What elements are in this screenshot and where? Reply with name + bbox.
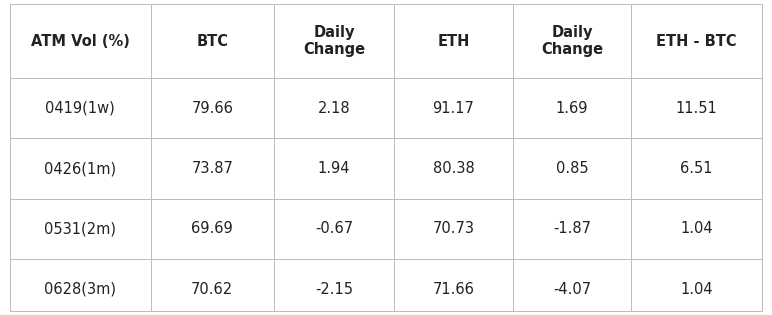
Text: 0.85: 0.85 [556, 161, 588, 176]
Text: 71.66: 71.66 [432, 282, 475, 296]
Text: 2.18: 2.18 [317, 101, 350, 116]
Text: Daily
Change: Daily Change [541, 25, 603, 57]
Text: -2.15: -2.15 [315, 282, 353, 296]
Text: 70.73: 70.73 [432, 221, 475, 236]
Text: -1.87: -1.87 [553, 221, 591, 236]
Text: 70.62: 70.62 [191, 282, 233, 296]
Text: 69.69: 69.69 [191, 221, 233, 236]
Text: 0628(3m): 0628(3m) [44, 282, 117, 296]
Text: 73.87: 73.87 [191, 161, 233, 176]
Text: 80.38: 80.38 [432, 161, 475, 176]
Text: -4.07: -4.07 [553, 282, 591, 296]
Text: ATM Vol (%): ATM Vol (%) [31, 34, 130, 49]
Text: 11.51: 11.51 [676, 101, 717, 116]
Text: -0.67: -0.67 [315, 221, 353, 236]
Text: 1.04: 1.04 [680, 282, 713, 296]
Text: 91.17: 91.17 [432, 101, 475, 116]
Text: 0531(2m): 0531(2m) [44, 221, 117, 236]
Text: ETH: ETH [438, 34, 469, 49]
Text: ETH - BTC: ETH - BTC [656, 34, 736, 49]
Text: BTC: BTC [196, 34, 229, 49]
Text: 1.69: 1.69 [556, 101, 588, 116]
Text: 1.04: 1.04 [680, 221, 713, 236]
Text: 79.66: 79.66 [191, 101, 233, 116]
Text: 1.94: 1.94 [317, 161, 350, 176]
Text: Daily
Change: Daily Change [303, 25, 365, 57]
Text: 0426(1m): 0426(1m) [44, 161, 117, 176]
Text: 6.51: 6.51 [680, 161, 713, 176]
Text: 0419(1w): 0419(1w) [46, 101, 115, 116]
